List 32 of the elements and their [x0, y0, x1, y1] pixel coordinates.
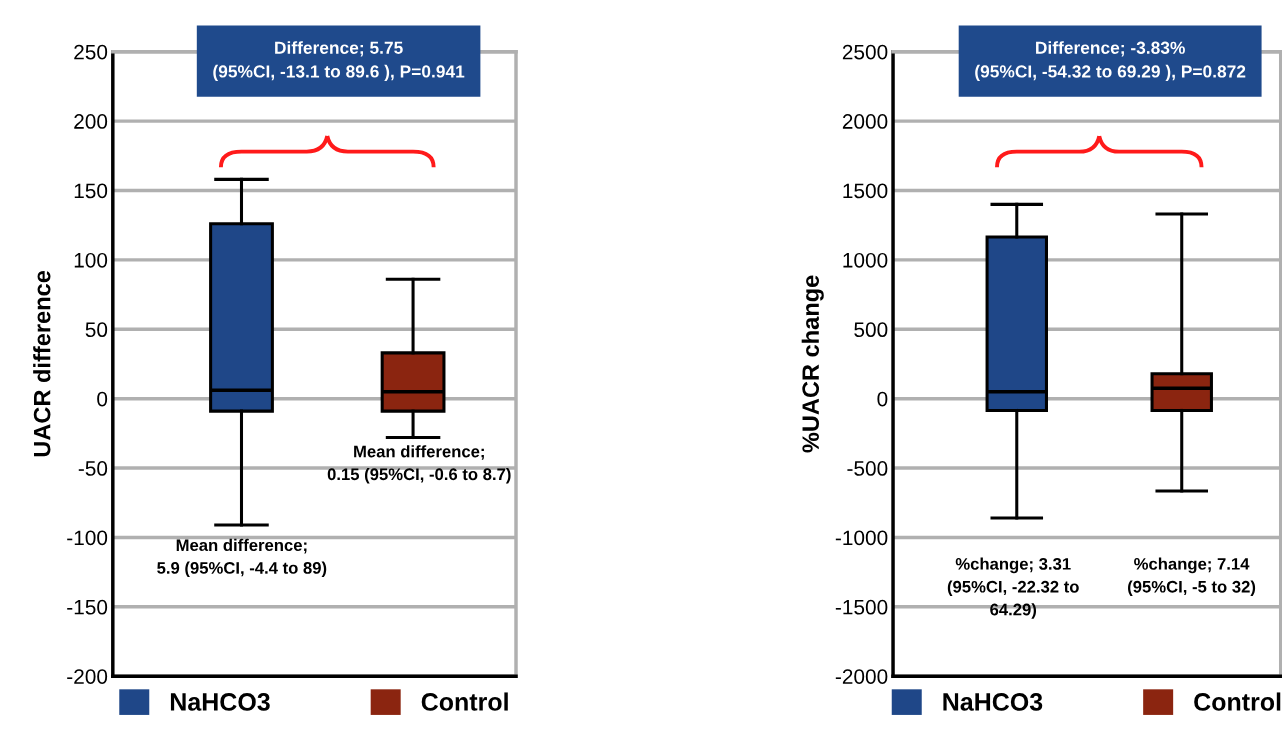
annotation: %change; 7.14 (95%CI, -5 to 32): [1128, 557, 1256, 596]
y-tick-label: 1500: [843, 183, 888, 199]
y-axis-title: UACR difference: [33, 270, 51, 457]
y-tick-label: 1000: [843, 252, 888, 268]
y-tick-label: -1000: [835, 530, 888, 546]
y-tick-label: 2500: [842, 44, 888, 60]
legend-label: NaHCO3: [943, 693, 1043, 711]
y-tick-label: 150: [74, 183, 108, 199]
legend-label: Control: [1194, 692, 1281, 711]
y-tick-label: -200: [67, 669, 108, 684]
y-tick-label: -2000: [835, 669, 888, 684]
annotation: %change; 3.31 (95%CI, -22.32 to 64.29): [947, 557, 1079, 619]
y-tick-label: -1500: [835, 599, 888, 615]
annotation: Mean difference; 5.9 (95%CI, -4.4 to 89): [157, 538, 327, 578]
y-tick-label: 200: [74, 114, 108, 129]
y-tick-label: -500: [847, 461, 888, 476]
y-axis-title: %UACR change: [801, 275, 824, 453]
y-tick-label: 50: [85, 322, 108, 338]
annotation: Difference; -3.83% (95%CI, -54.32 to 69.29 ), P=0.872: [975, 41, 1246, 82]
annotation: Mean difference; 0.15 (95%CI, -0.6 to 8.7): [327, 445, 511, 484]
y-tick-label: 500: [854, 322, 888, 338]
y-tick-label: -150: [67, 599, 108, 615]
y-tick-label: 2000: [842, 114, 888, 129]
annotation: Difference; 5.75 (95%CI, -13.1 to 89.6 ), P=0.941: [213, 41, 465, 82]
y-tick-label: 0: [877, 391, 888, 407]
y-tick-label: -100: [67, 530, 108, 546]
y-tick-label: 250: [74, 44, 108, 60]
legend-label: Control: [421, 692, 508, 711]
y-tick-label: 0: [97, 391, 108, 407]
legend-label: NaHCO3: [170, 693, 270, 711]
y-tick-label: 100: [74, 252, 108, 268]
y-tick-label: -50: [78, 461, 108, 476]
